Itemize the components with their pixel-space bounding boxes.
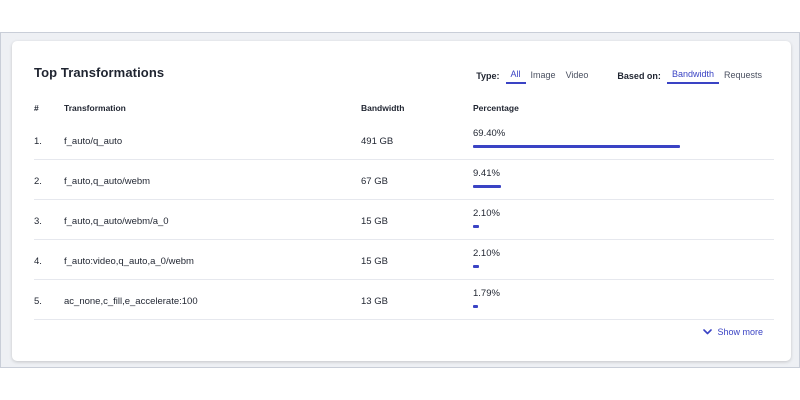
percentage-bar bbox=[473, 225, 479, 228]
row-percentage: 1.79% bbox=[473, 288, 500, 299]
card-title: Top Transformations bbox=[34, 65, 165, 80]
row-transformation: f_auto,q_auto/webm bbox=[64, 176, 151, 187]
percentage-bar bbox=[473, 185, 501, 188]
header-number: # bbox=[34, 103, 39, 113]
row-transformation: ac_none,c_fill,e_accelerate:100 bbox=[64, 296, 198, 307]
type-filter-label: Type: bbox=[476, 70, 500, 81]
show-more-button[interactable]: Show more bbox=[703, 327, 763, 337]
percentage-bar bbox=[473, 145, 680, 148]
row-percentage: 69.40% bbox=[473, 128, 506, 139]
based-on-label: Based on: bbox=[617, 70, 661, 81]
percentage-bar bbox=[473, 305, 478, 308]
type-option-video[interactable]: Video bbox=[565, 70, 589, 80]
row-bandwidth: 13 GB bbox=[361, 296, 388, 307]
row-number: 4. bbox=[34, 256, 42, 267]
header-transformation: Transformation bbox=[64, 103, 126, 113]
percentage-bar bbox=[473, 265, 479, 268]
row-percentage: 2.10% bbox=[473, 208, 500, 219]
top-transformations-card: Top Transformations Type: All Image Vide… bbox=[12, 41, 791, 361]
row-number: 1. bbox=[34, 136, 42, 147]
table-row: 5. ac_none,c_fill,e_accelerate:100 13 GB… bbox=[34, 279, 774, 320]
row-bandwidth: 15 GB bbox=[361, 256, 388, 267]
window-frame: Top Transformations Type: All Image Vide… bbox=[0, 32, 800, 368]
type-option-image[interactable]: Image bbox=[530, 70, 556, 80]
header-bandwidth: Bandwidth bbox=[361, 103, 405, 113]
based-option-requests[interactable]: Requests bbox=[723, 70, 762, 80]
row-transformation: f_auto,q_auto/webm/a_0 bbox=[64, 216, 169, 227]
row-bandwidth: 491 GB bbox=[361, 136, 394, 147]
row-percentage: 2.10% bbox=[473, 248, 500, 259]
row-bandwidth: 67 GB bbox=[361, 176, 388, 187]
type-option-all[interactable]: All bbox=[505, 67, 526, 84]
filter-bar: Type: All Image Video Based on: Bandwidt… bbox=[476, 67, 767, 84]
row-number: 3. bbox=[34, 216, 42, 227]
row-number: 5. bbox=[34, 296, 42, 307]
row-percentage: 9.41% bbox=[473, 168, 500, 179]
chevron-down-icon bbox=[703, 329, 713, 335]
table-row: 2. f_auto,q_auto/webm 67 GB 9.41% bbox=[34, 159, 774, 200]
row-bandwidth: 15 GB bbox=[361, 216, 388, 227]
row-number: 2. bbox=[34, 176, 42, 187]
table-row: 4. f_auto:video,q_auto,a_0/webm 15 GB 2.… bbox=[34, 239, 774, 280]
header-percentage: Percentage bbox=[473, 103, 519, 113]
table-row: 1. f_auto/q_auto 491 GB 69.40% bbox=[34, 119, 774, 160]
row-transformation: f_auto/q_auto bbox=[64, 136, 123, 147]
table-row: 3. f_auto,q_auto/webm/a_0 15 GB 2.10% bbox=[34, 199, 774, 240]
row-transformation: f_auto:video,q_auto,a_0/webm bbox=[64, 256, 194, 267]
show-more-label: Show more bbox=[717, 327, 763, 337]
based-option-bandwidth[interactable]: Bandwidth bbox=[666, 67, 719, 84]
